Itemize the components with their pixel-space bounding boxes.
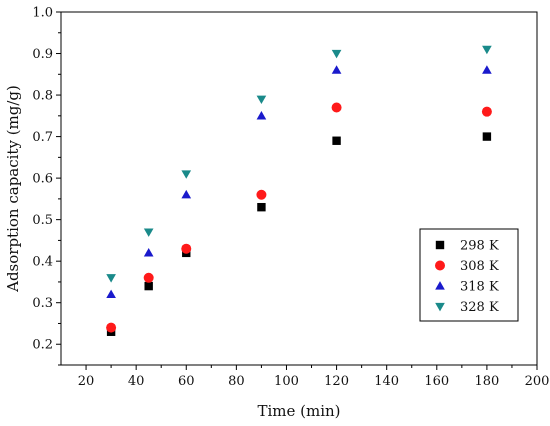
legend-marker (435, 281, 445, 290)
x-axis-title: Time (min) (257, 402, 340, 420)
data-point (143, 228, 154, 237)
x-tick-label: 140 (374, 374, 399, 389)
y-tick-label: 0.7 (32, 130, 53, 145)
y-tick-label: 0.2 (32, 338, 53, 353)
legend-label: 318 K (460, 280, 499, 295)
data-point (331, 49, 342, 59)
data-point (144, 281, 153, 291)
y-tick-label: 1.0 (32, 6, 53, 21)
data-point (106, 274, 116, 283)
plot-frame (60, 11, 538, 366)
data-points (106, 45, 492, 336)
legend-marker (435, 240, 445, 250)
x-tick-label: 60 (178, 374, 195, 389)
data-point (331, 102, 342, 113)
data-point (481, 106, 492, 117)
legend-marker (435, 302, 445, 312)
data-point (181, 170, 192, 179)
legend-label: 298 K (460, 239, 499, 254)
series-328-k (106, 45, 492, 283)
data-point (181, 243, 192, 254)
data-point (257, 202, 266, 212)
data-point (482, 45, 492, 55)
x-tick-label: 100 (274, 374, 299, 389)
data-point (106, 289, 116, 299)
x-tick-label: 120 (324, 374, 349, 389)
data-point (143, 272, 154, 283)
y-axis-title: Adsorption capacity (mg/g) (4, 85, 22, 293)
x-tick-label: 200 (525, 374, 550, 389)
axis-ticks: 20 40 60 80 100 120 140 160 180 200 0.2 0.3 0.4 0.5 0.… (32, 6, 549, 390)
series-308-k (106, 102, 492, 333)
data-point (143, 248, 154, 257)
series-318-k (106, 65, 492, 299)
y-tick-label: 0.5 (32, 213, 53, 228)
data-point (482, 132, 492, 141)
x-tick-label: 40 (128, 374, 145, 389)
data-point (256, 95, 267, 105)
data-point (106, 322, 117, 333)
data-point (181, 189, 192, 199)
y-tick-label: 0.8 (32, 89, 53, 104)
data-point (332, 136, 341, 145)
legend-marker (435, 260, 445, 271)
legend: 298 K 308 K 318 K 328 K (419, 228, 519, 322)
y-tick-label: 0.9 (32, 47, 53, 62)
y-tick-label: 0.3 (32, 296, 53, 311)
legend-label: 308 K (460, 259, 499, 274)
data-point (482, 65, 492, 74)
x-tick-label: 180 (474, 374, 499, 389)
x-tick-label: 80 (228, 374, 245, 389)
y-tick-label: 0.4 (32, 255, 53, 270)
x-tick-label: 20 (78, 374, 95, 389)
y-tick-label: 0.6 (32, 172, 53, 187)
data-point (256, 110, 267, 120)
data-point (256, 189, 267, 200)
data-point (331, 65, 342, 74)
legend-label: 328 K (460, 300, 499, 315)
x-tick-label: 160 (424, 374, 449, 389)
